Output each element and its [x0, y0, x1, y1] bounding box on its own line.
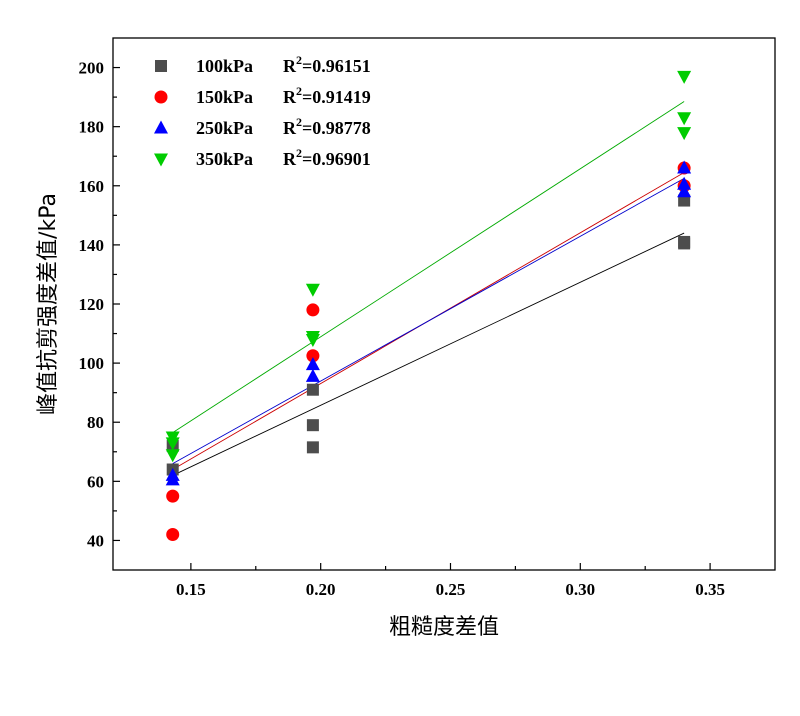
- y-tick-label: 160: [79, 177, 105, 196]
- y-tick-label: 40: [87, 531, 104, 550]
- data-point-150kPa: [166, 489, 180, 503]
- legend-r2: R2=0.91419: [283, 84, 371, 107]
- y-tick-label: 200: [79, 59, 105, 78]
- legend: 100kPa R2=0.96151 150kPa R2=0.91419 250kPa R2…: [154, 53, 371, 169]
- fit-line-350kPa: [172, 101, 685, 433]
- fit-line-250kPa: [172, 177, 685, 464]
- data-point-150kPa: [306, 349, 320, 363]
- data-point-100kPa: [678, 237, 691, 250]
- x-tick-label: 0.25: [436, 580, 466, 599]
- data-point-350kPa: [165, 437, 180, 451]
- fit-lines: [172, 101, 685, 476]
- data-point-250kPa: [677, 160, 692, 174]
- data-point-350kPa: [677, 127, 692, 141]
- legend-r2: R2=0.98778: [283, 115, 371, 138]
- data-point-350kPa: [165, 449, 180, 463]
- data-point-350kPa: [305, 283, 320, 297]
- y-tick-label: 140: [79, 236, 105, 255]
- legend-series-name: 350kPa: [196, 149, 253, 169]
- data-points: [165, 70, 692, 542]
- legend-marker-350kPa: [154, 153, 168, 167]
- x-axis-title: 粗糙度差值: [389, 615, 499, 640]
- x-tick-label: 0.35: [695, 580, 725, 599]
- x-tick-label: 0.15: [176, 580, 206, 599]
- legend-r2: R2=0.96901: [283, 146, 371, 169]
- y-tick-label: 60: [87, 472, 104, 491]
- legend-marker-150kPa: [154, 90, 168, 104]
- data-point-250kPa: [165, 472, 180, 486]
- data-point-250kPa: [677, 184, 692, 198]
- data-point-250kPa: [305, 368, 320, 382]
- x-tick-label: 0.20: [306, 580, 336, 599]
- data-point-100kPa: [306, 441, 319, 454]
- data-point-250kPa: [677, 176, 692, 190]
- data-point-150kPa: [166, 528, 180, 542]
- y-tick-label: 180: [79, 118, 105, 137]
- data-point-100kPa: [306, 419, 319, 432]
- data-point-100kPa: [678, 194, 691, 207]
- fit-line-100kPa: [172, 232, 685, 476]
- legend-marker-250kPa: [154, 120, 168, 134]
- y-tick-label: 100: [79, 354, 105, 373]
- legend-series-name: 150kPa: [196, 87, 253, 107]
- legend-series-name: 250kPa: [196, 118, 253, 138]
- data-point-100kPa: [306, 383, 319, 396]
- legend-series-name: 100kPa: [196, 56, 253, 76]
- data-point-250kPa: [305, 357, 320, 371]
- legend-marker-100kPa: [155, 60, 167, 72]
- x-tick-label: 0.30: [565, 580, 595, 599]
- data-point-150kPa: [306, 303, 320, 317]
- legend-r2: R2=0.96151: [283, 53, 371, 76]
- y-axis-title: 峰值抗剪强度差值/kPa: [36, 193, 61, 415]
- data-point-350kPa: [305, 333, 320, 347]
- data-point-350kPa: [677, 112, 692, 126]
- axis-ticks: 0.15 0.20 0.25 0.30 0.35 40 60 80 100 120 140 160 18…: [79, 59, 725, 599]
- y-tick-label: 80: [87, 413, 104, 432]
- data-point-350kPa: [677, 70, 692, 84]
- y-tick-label: 120: [79, 295, 105, 314]
